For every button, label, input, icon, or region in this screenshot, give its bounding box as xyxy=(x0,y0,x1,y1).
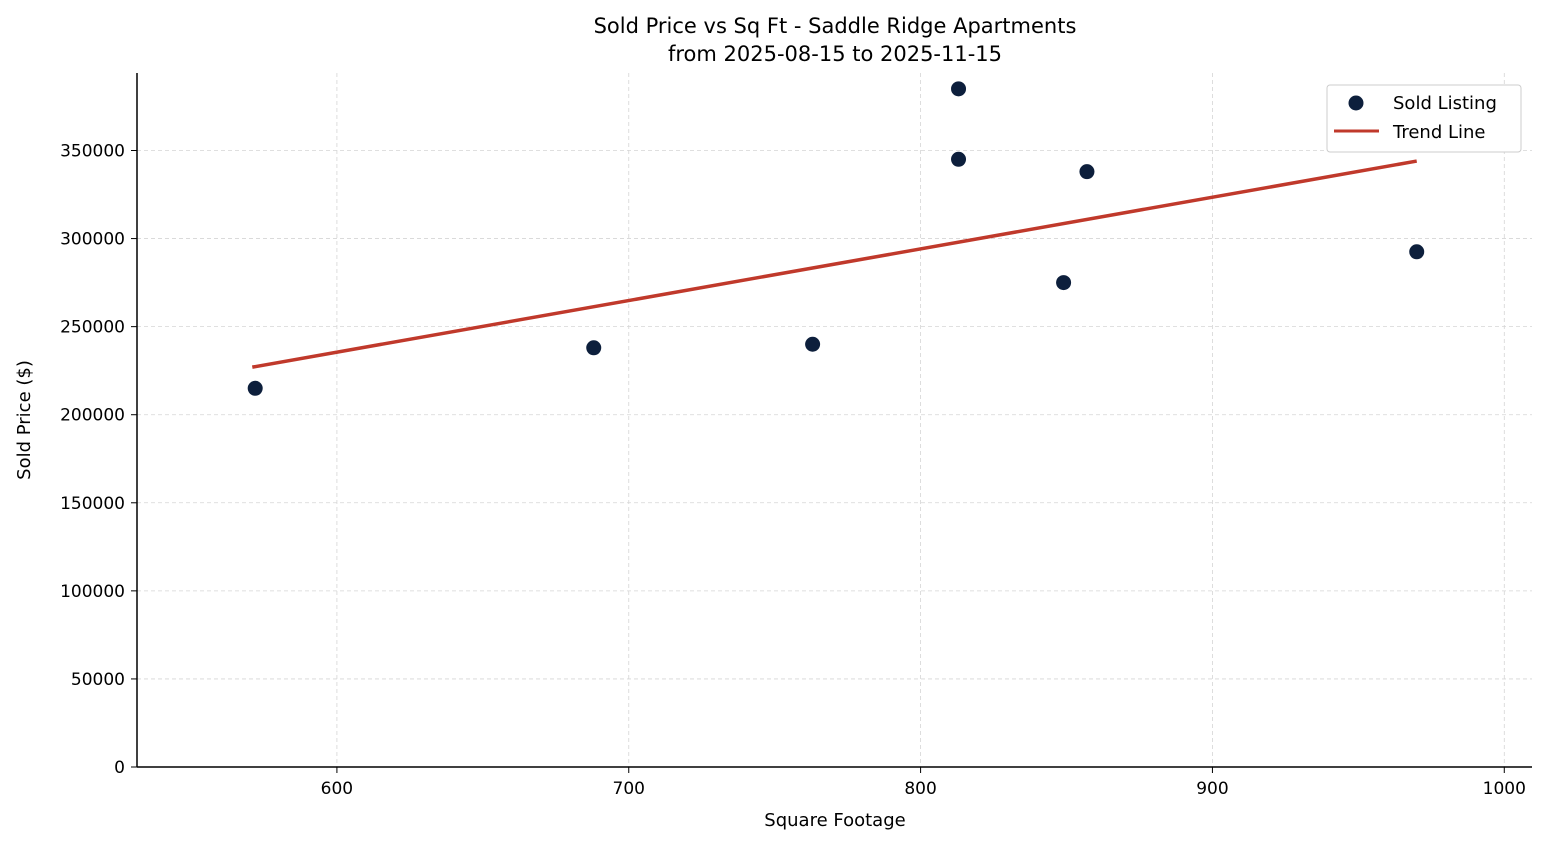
x-tick-label: 900 xyxy=(1196,779,1228,799)
y-axis-label: Sold Price ($) xyxy=(14,360,35,480)
legend-label-sold-listing: Sold Listing xyxy=(1393,93,1497,114)
legend-box xyxy=(1326,84,1522,153)
data-point xyxy=(951,81,967,97)
x-axis-label: Square Footage xyxy=(764,810,905,831)
grid xyxy=(137,73,1532,768)
chart-subtitle: from 2025-08-15 to 2025-11-15 xyxy=(668,42,1002,66)
data-point xyxy=(586,340,602,356)
data-point xyxy=(951,151,967,167)
ticks: 600 700 800 900 1000 0 50000 100000 150000 200000… xyxy=(60,142,1526,799)
y-tick-label: 200000 xyxy=(60,406,125,426)
legend-marker-sold-listing xyxy=(1348,95,1364,111)
y-tick-label: 0 xyxy=(114,758,125,778)
x-tick-label: 700 xyxy=(613,779,645,799)
y-tick-label: 350000 xyxy=(60,142,125,162)
legend-label-trend-line: Trend Line xyxy=(1392,122,1486,143)
x-tick-label: 1000 xyxy=(1483,779,1526,799)
chart-title: Sold Price vs Sq Ft - Saddle Ridge Apart… xyxy=(594,14,1077,38)
y-tick-label: 250000 xyxy=(60,318,125,338)
y-tick-label: 50000 xyxy=(71,670,125,690)
y-tick-label: 150000 xyxy=(60,494,125,514)
marks xyxy=(247,81,1425,396)
x-tick-label: 600 xyxy=(321,779,353,799)
trend-line xyxy=(251,159,1418,369)
y-tick-label: 300000 xyxy=(60,230,125,250)
legend: Sold Listing Trend Line xyxy=(1326,84,1522,153)
data-point xyxy=(1079,164,1095,180)
data-point xyxy=(247,380,263,396)
data-point xyxy=(805,336,821,352)
data-point xyxy=(1409,244,1425,260)
data-point xyxy=(1056,275,1072,291)
y-tick-label: 100000 xyxy=(60,582,125,602)
x-tick-label: 800 xyxy=(904,779,936,799)
